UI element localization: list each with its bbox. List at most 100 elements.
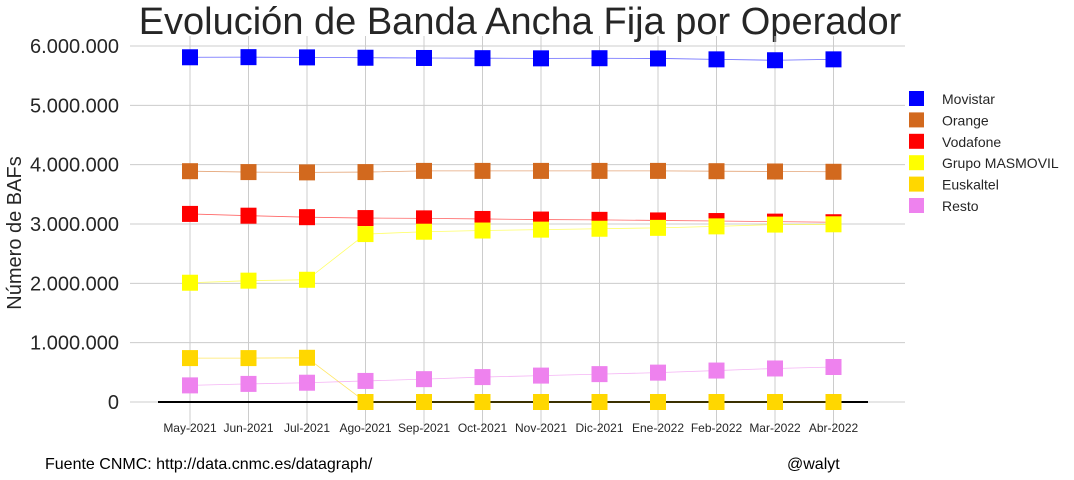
data-point xyxy=(533,367,549,384)
data-point xyxy=(474,394,491,410)
legend-label: Grupo MASMOVIL xyxy=(942,155,1059,171)
series-2 xyxy=(182,205,842,231)
data-point xyxy=(182,377,198,394)
x-tick-label: Sep-2021 xyxy=(398,421,450,435)
legend-label: Movistar xyxy=(942,91,995,107)
data-point xyxy=(357,394,374,410)
footer-source: Fuente CNMC: http://data.cnmc.es/datagra… xyxy=(45,456,373,473)
data-point xyxy=(299,349,315,366)
legend-item: Vodafone xyxy=(909,133,1001,150)
y-tick-label: 6.000.000 xyxy=(30,36,119,58)
legend-swatch xyxy=(909,176,924,192)
data-point xyxy=(533,394,549,410)
legend: Movistar Orange Vodafone Grupo MASMOVIL Eusk… xyxy=(909,91,1059,214)
data-point xyxy=(591,220,608,237)
data-point xyxy=(240,272,257,289)
data-point xyxy=(182,205,198,222)
y-axis-ticks: 0 1.000.000 2.000.000 3.000.000 4.000.000 5.0… xyxy=(30,36,119,414)
data-point xyxy=(416,394,432,410)
legend-item: Movistar xyxy=(909,91,995,107)
data-point xyxy=(708,394,725,410)
footer-author: @walyt xyxy=(787,456,840,473)
data-point xyxy=(825,163,842,180)
data-point xyxy=(357,210,374,227)
legend-item: Orange xyxy=(909,112,989,128)
data-point xyxy=(182,163,198,180)
series-group xyxy=(182,49,842,410)
data-point xyxy=(591,366,608,383)
data-point xyxy=(240,350,257,367)
chart-title: Evolución de Banda Ancha Fija por Operad… xyxy=(139,1,902,43)
data-point xyxy=(708,218,725,235)
legend-item: Euskaltel xyxy=(909,176,999,193)
x-tick-label: Jul-2021 xyxy=(284,421,330,435)
y-tick-label: 4.000.000 xyxy=(30,155,119,177)
data-point xyxy=(299,271,315,288)
series-3 xyxy=(182,216,842,291)
data-point xyxy=(416,371,432,388)
y-tick-label: 2.000.000 xyxy=(30,273,119,295)
data-point xyxy=(825,394,842,410)
legend-swatch xyxy=(909,155,924,171)
series-line xyxy=(189,223,834,284)
series-line xyxy=(189,170,834,173)
data-point xyxy=(708,362,725,379)
data-point xyxy=(182,274,198,291)
data-point xyxy=(767,394,783,410)
series-line xyxy=(189,213,834,223)
data-point xyxy=(767,52,783,69)
x-tick-label: May-2021 xyxy=(163,421,217,435)
data-point xyxy=(825,51,842,68)
series-5 xyxy=(182,358,842,394)
data-point xyxy=(299,164,315,181)
data-point xyxy=(357,49,374,66)
series-0 xyxy=(182,49,842,69)
x-tick-label: Oct-2021 xyxy=(458,421,508,435)
data-point xyxy=(533,50,549,67)
x-tick-label: Jun-2021 xyxy=(223,421,273,435)
legend-swatch xyxy=(909,198,924,213)
x-tick-label: Feb-2022 xyxy=(691,421,743,435)
data-point xyxy=(767,360,783,377)
y-tick-label: 1.000.000 xyxy=(30,333,119,355)
x-tick-label: Mar-2022 xyxy=(749,421,801,435)
data-point xyxy=(416,49,432,66)
data-point xyxy=(182,350,198,367)
data-point xyxy=(708,51,725,68)
data-point xyxy=(299,209,315,226)
y-axis-label: Número de BAFs xyxy=(4,156,26,309)
data-point xyxy=(591,50,608,67)
series-line xyxy=(190,357,834,403)
legend-label: Resto xyxy=(942,198,979,214)
data-point xyxy=(591,162,608,179)
chart: Evolución de Banda Ancha Fija por Operad… xyxy=(4,1,1059,435)
legend-label: Euskaltel xyxy=(942,177,999,193)
data-point xyxy=(416,210,432,227)
legend-swatch xyxy=(909,133,924,149)
data-point xyxy=(357,164,374,181)
legend-label: Vodafone xyxy=(942,134,1001,150)
legend-label: Orange xyxy=(942,112,989,128)
legend-swatch xyxy=(909,91,924,106)
y-tick-label: 5.000.000 xyxy=(30,95,119,117)
legend-item: Resto xyxy=(909,198,979,214)
data-point xyxy=(474,50,491,67)
y-tick-label: 3.000.000 xyxy=(30,214,119,236)
data-point xyxy=(416,162,432,179)
data-point xyxy=(416,223,432,240)
legend-swatch xyxy=(909,112,924,128)
y-tick-label: 0 xyxy=(108,392,119,414)
data-point xyxy=(474,162,491,179)
data-point xyxy=(650,364,666,381)
x-tick-label: Ene-2022 xyxy=(632,421,684,435)
series-line xyxy=(189,56,834,61)
series-line xyxy=(189,366,834,386)
x-tick-label: Nov-2021 xyxy=(515,421,567,435)
data-point xyxy=(240,49,257,66)
data-point xyxy=(825,216,842,233)
data-point xyxy=(533,162,549,179)
data-point xyxy=(650,394,666,410)
data-point xyxy=(240,164,257,181)
data-point xyxy=(767,163,783,180)
data-point xyxy=(240,375,257,392)
